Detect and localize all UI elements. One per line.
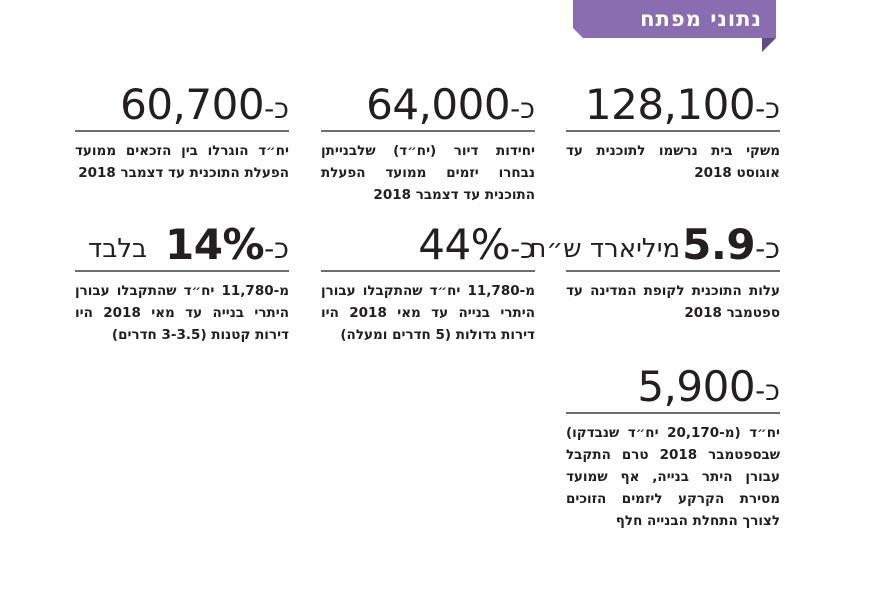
stat-description: מ-11,780 יח״ד שהתקבלו עבורן היתרי בנייה … [321, 283, 535, 343]
stat-figure: כ- 44% [321, 220, 535, 272]
stat-value: 5.9 [682, 220, 756, 269]
stat-description: מ-11,780 יח״ד שהתקבלו עבורן היתרי בנייה … [75, 283, 289, 343]
stat-suffix: בלבד [88, 234, 148, 264]
key-data-banner: נתוני מפתח [573, 0, 776, 52]
stat-description: יח״ד הוגרלו בין הזכאים ממועד הפעלת התוכנ… [75, 143, 289, 181]
stat-value: 44% [418, 220, 511, 269]
stat-prefix: כ- [264, 92, 289, 125]
stat-housing-units-developers: כ- 64,000 יחידות דיור (יח״ד) שלבנייתן נב… [321, 80, 535, 206]
stat-description: יחידות דיור (יח״ד) שלבנייתן נבחרו יזמים … [321, 143, 535, 203]
stat-description: יח״ד (מ-20,170 יח״ד שנבדקו) שבספטמבר 201… [566, 425, 780, 529]
stat-value: 60,700 [120, 80, 265, 129]
stat-units-without-permit: כ- 5,900 יח״ד (מ-20,170 יח״ד שנבדקו) שבס… [566, 362, 780, 532]
stat-prefix: כ- [755, 92, 780, 125]
stat-prefix: כ- [755, 374, 780, 407]
stat-units-raffled: כ- 60,700 יח״ד הוגרלו בין הזכאים ממועד ה… [75, 80, 289, 184]
stat-prefix: כ- [510, 232, 535, 265]
stat-small-apartments: כ- 14% בלבד מ-11,780 יח״ד שהתקבלו עבורן … [75, 220, 289, 346]
stat-large-apartments: כ- 44% מ-11,780 יח״ד שהתקבלו עבורן היתרי… [321, 220, 535, 346]
banner-ribbon [573, 0, 776, 38]
stat-value: 14% [165, 220, 265, 269]
stat-prefix: כ- [510, 92, 535, 125]
stat-figure: כ- 60,700 [75, 80, 289, 132]
stat-prefix: כ- [755, 232, 780, 265]
stat-value: 128,100 [584, 80, 756, 129]
stat-value: 5,900 [637, 362, 756, 411]
stat-figure: כ- 128,100 [566, 80, 780, 132]
stat-suffix: מיליארד ש״ח [529, 234, 681, 264]
stat-figure: כ- 5.9 מיליארד ש״ח [529, 220, 780, 272]
stat-description: עלות התוכנית לקופת המדינה עד ספטמבר 2018 [566, 283, 780, 321]
banner-fold [762, 38, 776, 52]
banner-title: נתוני מפתח [640, 7, 762, 31]
stat-figure: כ- 64,000 [321, 80, 535, 132]
stat-households: כ- 128,100 משקי בית נרשמו לתוכנית עד אוג… [566, 80, 780, 184]
stat-figure: כ- 5,900 [566, 362, 780, 414]
stat-description: משקי בית נרשמו לתוכנית עד אוגוסט 2018 [566, 143, 780, 181]
stat-figure: כ- 14% בלבד [75, 220, 289, 272]
stat-program-cost: כ- 5.9 מיליארד ש״ח עלות התוכנית לקופת המ… [529, 220, 780, 324]
stat-prefix: כ- [264, 232, 289, 265]
stat-value: 64,000 [366, 80, 511, 129]
